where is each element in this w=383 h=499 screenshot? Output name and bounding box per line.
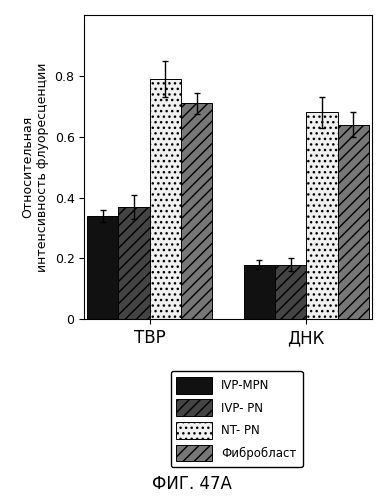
Bar bbox=[118, 207, 149, 319]
Y-axis label: Относительная
интенсивность флуоресценции: Относительная интенсивность флуоресценци… bbox=[21, 62, 49, 272]
Bar bbox=[275, 264, 306, 319]
Text: ФИГ. 47A: ФИГ. 47A bbox=[152, 475, 231, 493]
Bar bbox=[149, 79, 181, 319]
Bar bbox=[306, 112, 337, 319]
Bar bbox=[181, 103, 212, 319]
Legend: IVP-MPN, IVP- PN, NT- PN, Фибробласт: IVP-MPN, IVP- PN, NT- PN, Фибробласт bbox=[170, 371, 303, 467]
Bar bbox=[87, 216, 118, 319]
Bar bbox=[337, 125, 369, 319]
Bar bbox=[244, 264, 275, 319]
